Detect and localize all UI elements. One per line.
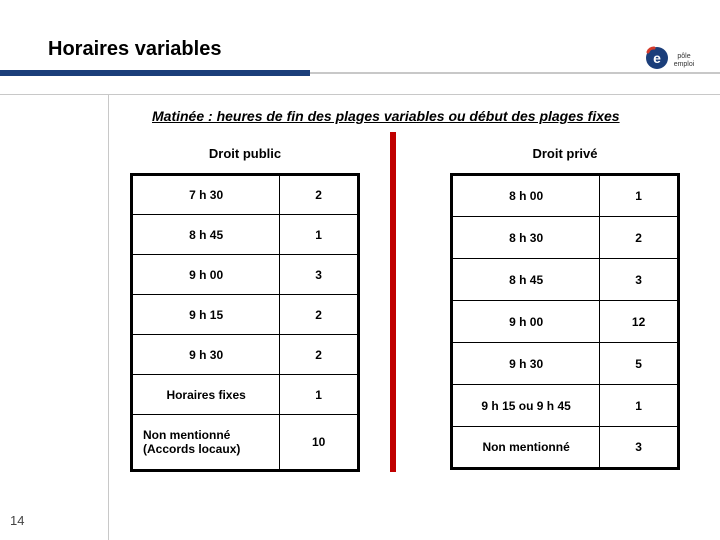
table-row: Horaires fixes1 xyxy=(132,375,359,415)
row-value: 2 xyxy=(600,217,679,259)
svg-text:pôle: pôle xyxy=(677,53,690,60)
page-title: Horaires variables xyxy=(0,38,221,67)
svg-text:emploi: emploi xyxy=(674,61,695,68)
row-value: 3 xyxy=(600,259,679,301)
row-value: 2 xyxy=(280,175,359,215)
row-label: 8 h 45 xyxy=(132,215,280,255)
right-table: 8 h 0018 h 3028 h 4539 h 00129 h 3059 h … xyxy=(450,173,680,470)
row-label: 9 h 30 xyxy=(452,343,600,385)
left-table: 7 h 3028 h 4519 h 0039 h 1529 h 302Horai… xyxy=(130,173,360,472)
row-label: 9 h 00 xyxy=(132,255,280,295)
right-table-block: Droit privé 8 h 0018 h 3028 h 4539 h 001… xyxy=(450,146,680,472)
pole-emploi-logo: e pôle emploi xyxy=(644,46,706,74)
row-label: 9 h 15 ou 9 h 45 xyxy=(452,385,600,427)
row-value: 1 xyxy=(280,375,359,415)
row-value: 2 xyxy=(280,295,359,335)
left-table-block: Droit public 7 h 3028 h 4519 h 0039 h 15… xyxy=(130,146,360,472)
right-table-title: Droit privé xyxy=(450,146,680,161)
row-label: 9 h 15 xyxy=(132,295,280,335)
table-row: 8 h 302 xyxy=(452,217,679,259)
row-label: 9 h 00 xyxy=(452,301,600,343)
table-row: Non mentionné3 xyxy=(452,427,679,469)
row-value: 3 xyxy=(600,427,679,469)
row-value: 1 xyxy=(600,385,679,427)
row-label: Horaires fixes xyxy=(132,375,280,415)
row-value: 1 xyxy=(280,215,359,255)
row-value: 2 xyxy=(280,335,359,375)
table-row: 9 h 152 xyxy=(132,295,359,335)
svg-text:e: e xyxy=(653,50,661,66)
table-row: Non mentionné (Accords locaux)10 xyxy=(132,415,359,471)
table-row: 8 h 001 xyxy=(452,175,679,217)
table-row: 8 h 453 xyxy=(452,259,679,301)
table-row: 9 h 003 xyxy=(132,255,359,295)
row-value: 5 xyxy=(600,343,679,385)
row-label: Non mentionné (Accords locaux) xyxy=(132,415,280,471)
row-label: 9 h 30 xyxy=(132,335,280,375)
row-label: 8 h 45 xyxy=(452,259,600,301)
title-underline xyxy=(0,70,720,80)
row-value: 1 xyxy=(600,175,679,217)
row-value: 10 xyxy=(280,415,359,471)
row-label: 8 h 00 xyxy=(452,175,600,217)
table-row: 9 h 15 ou 9 h 451 xyxy=(452,385,679,427)
left-vertical-rule xyxy=(108,94,109,540)
table-row: 9 h 305 xyxy=(452,343,679,385)
row-value: 3 xyxy=(280,255,359,295)
section-subtitle: Matinée : heures de fin des plages varia… xyxy=(152,108,620,124)
table-row: 8 h 451 xyxy=(132,215,359,255)
table-row: 7 h 302 xyxy=(132,175,359,215)
row-label: 7 h 30 xyxy=(132,175,280,215)
row-label: 8 h 30 xyxy=(452,217,600,259)
left-table-title: Droit public xyxy=(130,146,360,161)
table-row: 9 h 0012 xyxy=(452,301,679,343)
row-value: 12 xyxy=(600,301,679,343)
page-number: 14 xyxy=(10,513,24,528)
table-row: 9 h 302 xyxy=(132,335,359,375)
row-label: Non mentionné xyxy=(452,427,600,469)
